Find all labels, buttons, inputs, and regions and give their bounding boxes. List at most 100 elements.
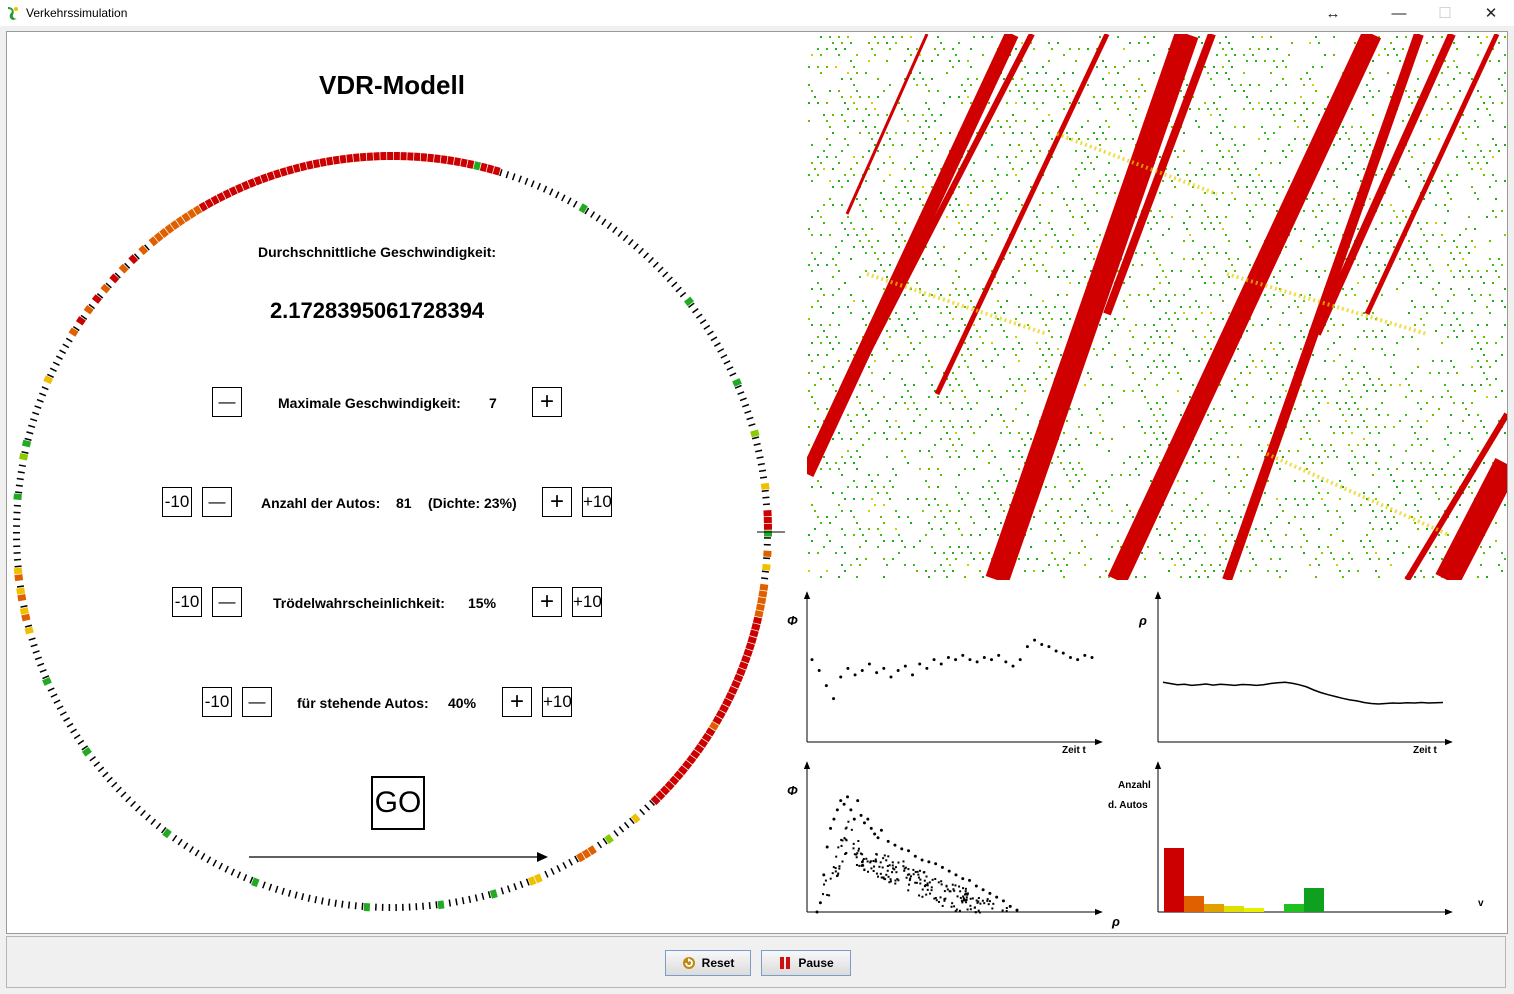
vehicle-dot: [895, 402, 897, 404]
vehicle-dot: [1087, 48, 1089, 50]
vehicle-dot: [838, 504, 840, 506]
cars-plus-button[interactable]: +: [542, 487, 572, 517]
vehicle-dot: [1204, 516, 1206, 518]
vehicle-dot: [910, 36, 912, 38]
vehicle-dot: [922, 132, 924, 134]
vehicle-dot: [1162, 432, 1164, 434]
vehicle-dot: [853, 480, 855, 482]
car: [109, 273, 120, 284]
vehicle-dot: [823, 330, 825, 332]
vehicle-dot: [850, 168, 852, 170]
pause-button[interactable]: Pause: [761, 950, 851, 976]
vehicle-dot: [1309, 78, 1311, 80]
vehicle-dot: [1408, 312, 1410, 314]
road-cell: [105, 282, 112, 289]
vehicle-dot: [1330, 318, 1332, 320]
vehicle-dot: [1030, 150, 1032, 152]
road-cell: [81, 745, 89, 751]
vehicle-dot: [856, 432, 858, 434]
cars-minus10-button[interactable]: -10: [162, 487, 192, 517]
vehicle-dot: [1027, 324, 1029, 326]
vehicle-dot: [1072, 216, 1074, 218]
standing-plus-button[interactable]: +: [502, 687, 532, 717]
vehicle-dot: [988, 444, 990, 446]
vehicle-dot: [865, 486, 867, 488]
vehicle-dot: [1384, 516, 1386, 518]
vehicle-dot: [1336, 456, 1338, 458]
vehicle-dot: [949, 546, 951, 548]
vehicle-dot: [838, 36, 840, 38]
vehicle-dot: [883, 270, 885, 272]
vehicle-dot: [1492, 174, 1494, 176]
vehicle-dot: [811, 306, 813, 308]
vehicle-dot: [985, 132, 987, 134]
vehicle-dot: [1252, 54, 1254, 56]
cars-plus10-button[interactable]: +10: [582, 487, 612, 517]
vehicle-dot: [1219, 564, 1221, 566]
data-point: [894, 879, 897, 882]
vehicle-dot: [1315, 576, 1317, 578]
max-speed-minus-button[interactable]: —: [212, 387, 242, 417]
vehicle-dot: [856, 342, 858, 344]
standing-minus10-button[interactable]: -10: [202, 687, 232, 717]
max-speed-plus-button[interactable]: +: [532, 387, 562, 417]
vehicle-dot: [1231, 444, 1233, 446]
vehicle-dot: [1279, 558, 1281, 560]
vehicle-dot: [949, 294, 951, 296]
vehicle-dot: [1246, 186, 1248, 188]
vehicle-dot: [1369, 72, 1371, 74]
go-button[interactable]: GO: [371, 776, 425, 830]
dawdle-plus10-button[interactable]: +10: [572, 587, 602, 617]
vehicle-dot: [1168, 336, 1170, 338]
resize-icon[interactable]: ↔: [1325, 4, 1341, 22]
vehicle-dot: [1462, 384, 1464, 386]
vehicle-dot: [1249, 48, 1251, 50]
vehicle-dot: [1306, 324, 1308, 326]
vehicle-dot: [1219, 420, 1221, 422]
vehicle-dot: [1288, 324, 1290, 326]
dawdle-plus-button[interactable]: +: [532, 587, 562, 617]
dawdle-minus10-button[interactable]: -10: [172, 587, 202, 617]
car: [460, 158, 468, 168]
data-point: [832, 866, 835, 869]
vehicle-dot: [895, 312, 897, 314]
vehicle-dot: [991, 270, 993, 272]
dawdle-minus-button[interactable]: —: [212, 587, 242, 617]
vehicle-dot: [1111, 330, 1113, 332]
cars-minus-button[interactable]: —: [202, 487, 232, 517]
car: [730, 679, 741, 689]
vehicle-dot: [1270, 306, 1272, 308]
vehicle-dot: [928, 162, 930, 164]
vehicle-dot: [1102, 402, 1104, 404]
standing-minus-button[interactable]: —: [242, 687, 272, 717]
vehicle-dot: [1480, 276, 1482, 278]
vehicle-dot: [1051, 156, 1053, 158]
vehicle-dot: [1060, 570, 1062, 572]
minimize-button[interactable]: —: [1391, 4, 1407, 22]
standing-plus10-button[interactable]: +10: [542, 687, 572, 717]
maximize-button[interactable]: ☐: [1438, 5, 1452, 22]
vehicle-dot: [1468, 270, 1470, 272]
vehicle-dot: [895, 132, 897, 134]
vehicle-dot: [1426, 528, 1428, 530]
vehicle-dot: [1204, 336, 1206, 338]
vehicle-dot: [994, 456, 996, 458]
vehicle-dot: [1504, 72, 1506, 74]
vehicle-dot: [1348, 552, 1350, 554]
data-point: [941, 904, 944, 907]
vehicle-dot: [1318, 240, 1320, 242]
reset-button[interactable]: Reset: [665, 950, 751, 976]
vehicle-dot: [892, 558, 894, 560]
vehicle-dot: [832, 168, 834, 170]
close-button[interactable]: ✕: [1484, 5, 1498, 22]
vehicle-dot: [853, 66, 855, 68]
vehicle-dot: [1288, 180, 1290, 182]
vehicle-dot: [868, 114, 870, 116]
vehicle-dot: [1468, 414, 1470, 416]
vehicle-dot: [1375, 498, 1377, 500]
vehicle-dot: [913, 402, 915, 404]
road-cell: [70, 728, 77, 734]
vehicle-dot: [1366, 156, 1368, 158]
vehicle-dot: [1006, 282, 1008, 284]
density-time-xlabel: Zeit t: [1413, 745, 1438, 756]
